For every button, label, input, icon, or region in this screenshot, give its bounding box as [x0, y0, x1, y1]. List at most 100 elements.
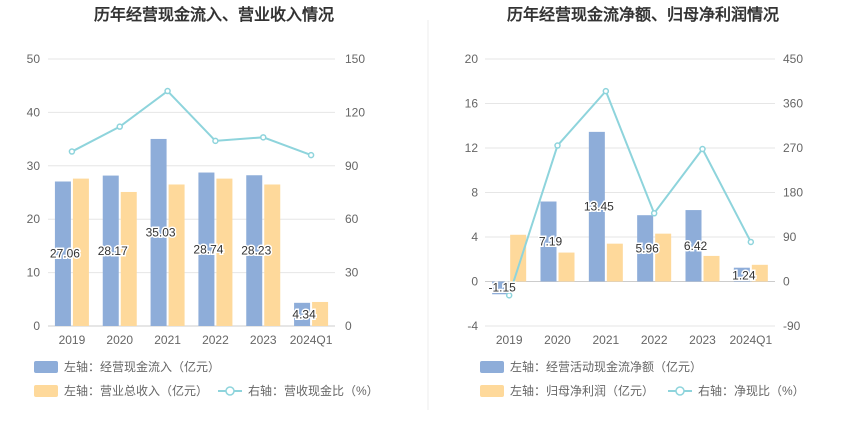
- line-point: [260, 134, 267, 141]
- x-tick-label: 2022: [202, 333, 229, 347]
- bar-primary: [246, 175, 263, 326]
- y-left-tick-label: 10: [27, 266, 41, 280]
- y-right-tick-label: 90: [345, 159, 359, 173]
- chart-net-cashflow-profit: 历年经营现金流净额、归母净利润情况 -1.15 7.19 13.45 5.96 6.42…: [465, 5, 805, 398]
- bar-data-label: 28.74: [193, 242, 223, 256]
- y-right-tick-label: 150: [345, 52, 365, 66]
- legend-label: 右轴：营收现金比（%）: [248, 383, 379, 398]
- line-point: [747, 238, 755, 246]
- bar-data-label: 13.45: [584, 200, 614, 214]
- x-tick-label: 2023: [689, 333, 716, 347]
- y-left-tick-label: 4: [471, 230, 478, 244]
- x-tick-label: 2023: [250, 333, 277, 347]
- axis-ticks: 0 10 20 30 40 50 0 30 60 90 120 150 2019 2020 2021 2022…: [27, 52, 366, 347]
- data-labels: -1.15 7.19 13.45 5.96 6.42 1.24: [487, 198, 757, 296]
- axis-ticks: -4 0 4 8 12 16 20 -90 0 90 180 270 360 450 2019 2020 202…: [465, 52, 804, 347]
- y-right-tick-label: 180: [783, 186, 803, 200]
- chart-title: 历年经营现金流净额、归母净利润情况: [507, 5, 779, 24]
- line-point: [116, 123, 123, 130]
- x-tick-label: 2021: [154, 333, 181, 347]
- bar-primary: [733, 267, 750, 282]
- bar-secondary: [510, 234, 527, 282]
- line-point: [650, 210, 658, 217]
- bar-secondary: [558, 252, 575, 282]
- bar-data-label: -1.15: [488, 281, 516, 295]
- y-left-tick-label: 30: [27, 159, 41, 173]
- bar-secondary: [606, 243, 623, 282]
- bar-secondary: [72, 178, 89, 326]
- bar-primary: [588, 131, 605, 282]
- y-right-tick-label: 60: [345, 212, 359, 226]
- y-left-tick-label: 20: [465, 52, 479, 66]
- bar-primary: [294, 302, 311, 326]
- y-left-tick-label: 12: [465, 141, 479, 155]
- y-left-tick-label: 16: [465, 97, 479, 111]
- bar-primary: [102, 175, 119, 326]
- bar-data-label: 4.34: [292, 307, 316, 321]
- y-right-tick-label: 360: [783, 97, 803, 111]
- legend-label: 右轴：净现比（%）: [698, 383, 805, 398]
- y-right-tick-label: 270: [783, 141, 803, 155]
- bar-primary: [150, 138, 167, 326]
- bar-secondary: [216, 178, 233, 326]
- chart-cash-inflow-revenue: 历年经营现金流入、营业收入情况 27.06 28.17 35.03 28.74 28.2…: [27, 5, 379, 398]
- bar-data-label: 7.19: [539, 235, 563, 249]
- x-tick-label: 2024Q1: [729, 333, 772, 347]
- bar-data-label: 28.23: [241, 244, 271, 258]
- bar-secondary: [703, 255, 720, 282]
- y-right-tick-label: 120: [345, 105, 365, 119]
- x-tick-label: 2020: [544, 333, 571, 347]
- legend[interactable]: 左轴：经营活动现金流净额（亿元） 左轴：归母净利润（亿元） 右轴：净现比（%）: [480, 359, 805, 398]
- legend-label: 左轴：经营现金流入（亿元）: [64, 359, 220, 374]
- bar-data-label: 28.17: [98, 244, 128, 258]
- line-point: [307, 151, 315, 159]
- legend-label: 左轴：营业总收入（亿元）: [64, 383, 208, 398]
- y-right-tick-label: 0: [783, 275, 790, 289]
- bar-data-label: 27.06: [50, 247, 80, 261]
- legend-bar-swatch: [34, 361, 58, 373]
- gridlines: [48, 58, 335, 327]
- line-point: [68, 148, 76, 155]
- y-right-tick-label: 0: [345, 319, 352, 333]
- bar-primary: [198, 172, 215, 326]
- x-tick-label: 2019: [496, 333, 523, 347]
- bar-data-label: 35.03: [146, 225, 176, 239]
- bar-secondary: [120, 191, 137, 326]
- bar-secondary: [168, 184, 185, 326]
- bar-secondary: [751, 264, 768, 282]
- bar-primary: [637, 215, 654, 282]
- y-left-tick-label: 0: [33, 319, 40, 333]
- legend-bar-swatch: [34, 385, 58, 397]
- y-right-tick-label: -90: [783, 319, 801, 333]
- series-line: [508, 89, 752, 296]
- line-point: [505, 292, 513, 299]
- y-left-tick-label: 8: [471, 186, 478, 200]
- legend-bar-swatch: [480, 361, 504, 373]
- y-left-tick-label: -4: [467, 319, 478, 333]
- legend-line-marker: [675, 386, 685, 396]
- bar-data-label: 5.96: [635, 241, 659, 255]
- line-point: [699, 145, 706, 153]
- gridlines: [485, 58, 775, 327]
- legend-bar-swatch: [480, 385, 504, 397]
- bar-marks: [54, 138, 329, 326]
- y-right-tick-label: 450: [783, 52, 803, 66]
- line-series: [505, 87, 755, 299]
- legend[interactable]: 左轴：经营现金流入（亿元） 左轴：营业总收入（亿元） 右轴：营收现金比（%）: [34, 359, 379, 398]
- line-point: [212, 137, 219, 145]
- chart-title: 历年经营现金流入、营业收入情况: [94, 5, 334, 24]
- bar-data-label: 6.42: [684, 239, 708, 253]
- bar-primary: [540, 201, 557, 282]
- y-left-tick-label: 20: [27, 212, 41, 226]
- bar-primary: [54, 181, 71, 326]
- line-point: [602, 87, 610, 95]
- line-series: [68, 87, 315, 159]
- legend-label: 左轴：归母净利润（亿元）: [510, 383, 654, 398]
- legend-line-marker: [225, 386, 235, 396]
- bar-secondary: [312, 301, 329, 326]
- y-left-tick-label: 0: [471, 275, 478, 289]
- bar-secondary: [655, 233, 672, 282]
- x-tick-label: 2019: [59, 333, 86, 347]
- bar-marks: [492, 131, 768, 295]
- bar-primary: [685, 210, 702, 282]
